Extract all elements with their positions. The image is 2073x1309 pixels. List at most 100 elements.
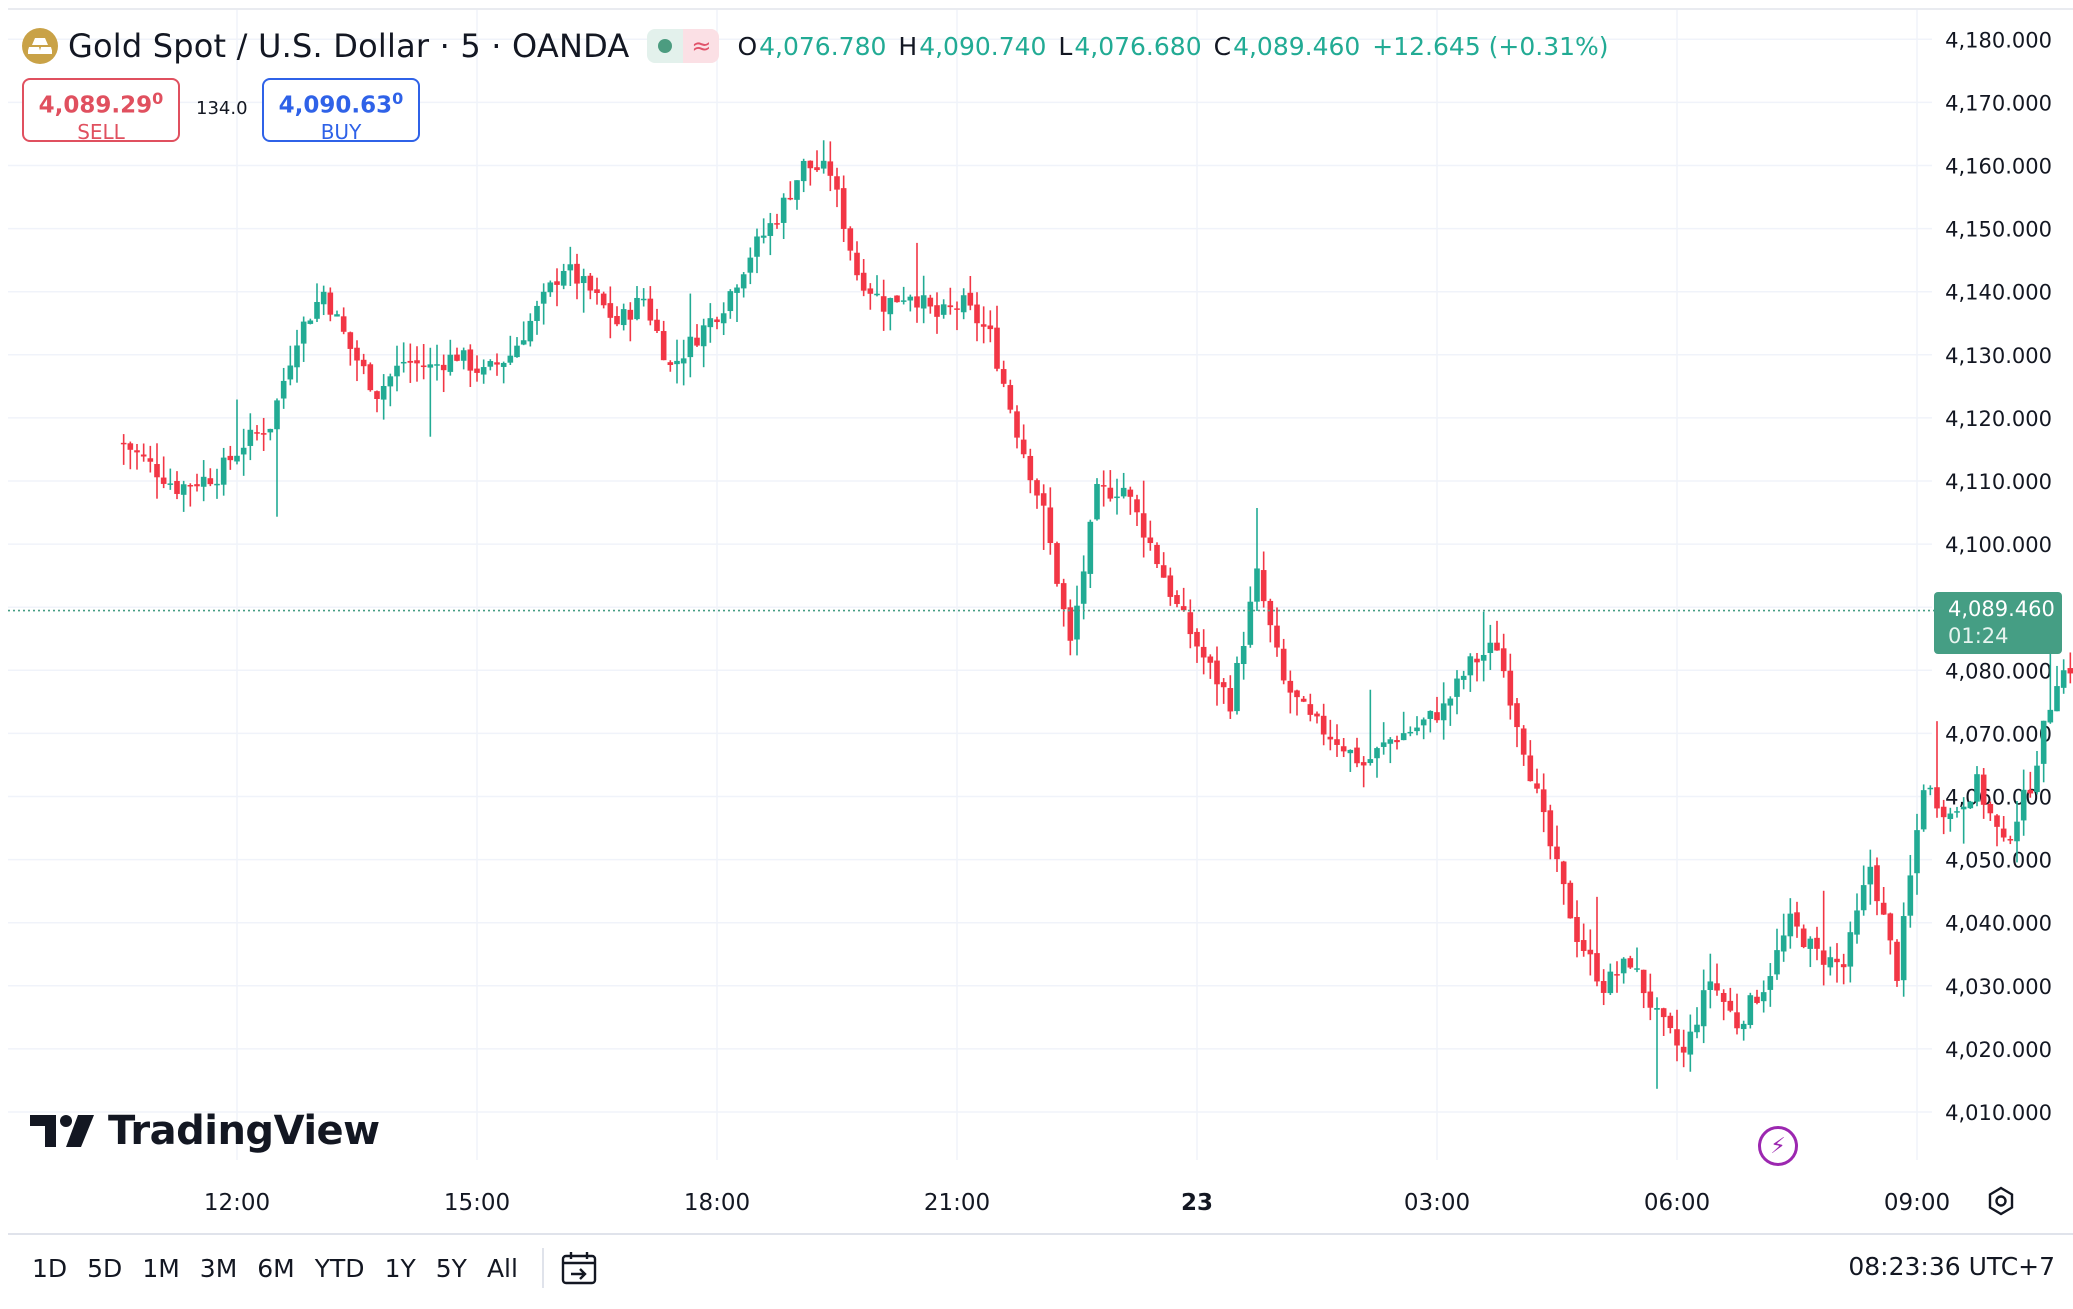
candle-body	[194, 484, 200, 487]
candle	[380, 374, 387, 420]
candle	[807, 160, 814, 186]
candle-body	[1260, 570, 1267, 602]
range-ytd[interactable]: YTD	[314, 1253, 365, 1283]
x-tick-label: 03:00	[1404, 1190, 1470, 1216]
candle	[274, 398, 280, 517]
market-status-pill[interactable]: ≈	[647, 29, 720, 63]
logo-text: TradingView	[108, 1108, 380, 1154]
candle-body	[400, 361, 407, 364]
candle	[980, 306, 987, 344]
candle	[307, 318, 314, 325]
candle-body	[1600, 981, 1607, 993]
candle	[747, 247, 754, 285]
candle-body	[1740, 1023, 1747, 1030]
candle	[1147, 520, 1154, 551]
sell-price-pip: 0	[152, 89, 164, 108]
candle-body	[200, 476, 207, 487]
candle	[1414, 716, 1420, 736]
candle-body	[754, 236, 760, 257]
candle-body	[1020, 439, 1027, 455]
candle-body	[1794, 912, 1800, 927]
range-all[interactable]: All	[486, 1253, 518, 1283]
candle	[1174, 590, 1180, 608]
candle	[720, 302, 727, 336]
candle-body	[460, 350, 467, 361]
candle	[167, 468, 174, 490]
candle-body	[1280, 648, 1287, 681]
sell-button[interactable]: 4,089.290 SELL	[22, 78, 180, 144]
candle	[1720, 989, 1727, 1021]
candle	[627, 302, 634, 342]
candle	[1000, 360, 1007, 388]
candle	[1947, 807, 1954, 832]
candle-body	[1367, 759, 1374, 764]
candle-body	[2000, 828, 2007, 838]
lightning-icon[interactable]: ⚡	[1758, 1126, 1798, 1166]
candle	[827, 141, 834, 192]
candle-body	[1947, 813, 1954, 820]
range-6m[interactable]: 6M	[257, 1253, 295, 1283]
candle	[1860, 865, 1867, 916]
candle	[867, 283, 874, 310]
tradingview-logo[interactable]: TradingView	[30, 1108, 380, 1154]
candle	[1594, 896, 1600, 987]
candle	[900, 286, 907, 305]
candle	[1974, 766, 1980, 807]
candle	[874, 275, 880, 297]
candle-body	[1014, 411, 1020, 438]
candle	[587, 272, 594, 300]
candle	[547, 280, 554, 297]
range-5y[interactable]: 5Y	[435, 1253, 467, 1283]
candle-body	[1754, 996, 1760, 1003]
candle-body	[1134, 499, 1140, 513]
candle-body	[694, 337, 700, 346]
candle-body	[1747, 995, 1754, 1025]
range-5d[interactable]: 5D	[87, 1253, 123, 1283]
clock-timezone[interactable]: 08:23:36 UTC+7	[1848, 1252, 2055, 1281]
x-tick-label: 15:00	[444, 1190, 510, 1216]
candle-body	[174, 480, 180, 494]
candle-body	[747, 257, 754, 273]
x-tick-label: 12:00	[204, 1190, 270, 1216]
candle	[760, 218, 767, 244]
candle	[527, 313, 534, 347]
buy-button[interactable]: 4,090.630 BUY	[262, 78, 420, 144]
candle	[1054, 541, 1060, 587]
sell-price: 4,089.29	[38, 92, 153, 119]
range-1y[interactable]: 1Y	[384, 1253, 416, 1283]
symbol-title[interactable]: Gold Spot / U.S. Dollar · 5 · OANDA	[68, 27, 630, 65]
candle	[1634, 947, 1640, 973]
settings-gear-icon[interactable]	[1986, 1186, 2016, 1216]
buy-price-pip: 0	[392, 89, 404, 108]
candle-body	[2020, 789, 2027, 821]
candle-body	[2047, 709, 2054, 723]
range-3m[interactable]: 3M	[199, 1253, 238, 1283]
candle-body	[1854, 910, 1860, 935]
range-1d[interactable]: 1D	[32, 1253, 68, 1283]
candle-body	[1560, 861, 1567, 885]
candle	[1800, 924, 1807, 949]
candle	[1794, 901, 1800, 938]
candle-body	[474, 368, 480, 373]
x-tick-label: 18:00	[684, 1190, 750, 1216]
range-1m[interactable]: 1M	[142, 1253, 180, 1283]
candle	[1700, 969, 1707, 1044]
candle-body	[1527, 755, 1534, 782]
candle	[1367, 689, 1374, 766]
candle	[940, 299, 947, 319]
candle-body	[1727, 1000, 1734, 1011]
candle	[880, 279, 887, 331]
candle-body	[1407, 731, 1414, 734]
candle	[1867, 849, 1874, 905]
candle	[1894, 939, 1900, 987]
candle	[1087, 519, 1094, 588]
calendar-goto-icon[interactable]	[560, 1250, 598, 1286]
candle-body	[1660, 1008, 1667, 1018]
candle	[1927, 785, 1934, 796]
candle-body	[700, 325, 707, 347]
candle-body	[1907, 875, 1914, 916]
candle	[1007, 379, 1014, 414]
candle	[494, 353, 500, 376]
